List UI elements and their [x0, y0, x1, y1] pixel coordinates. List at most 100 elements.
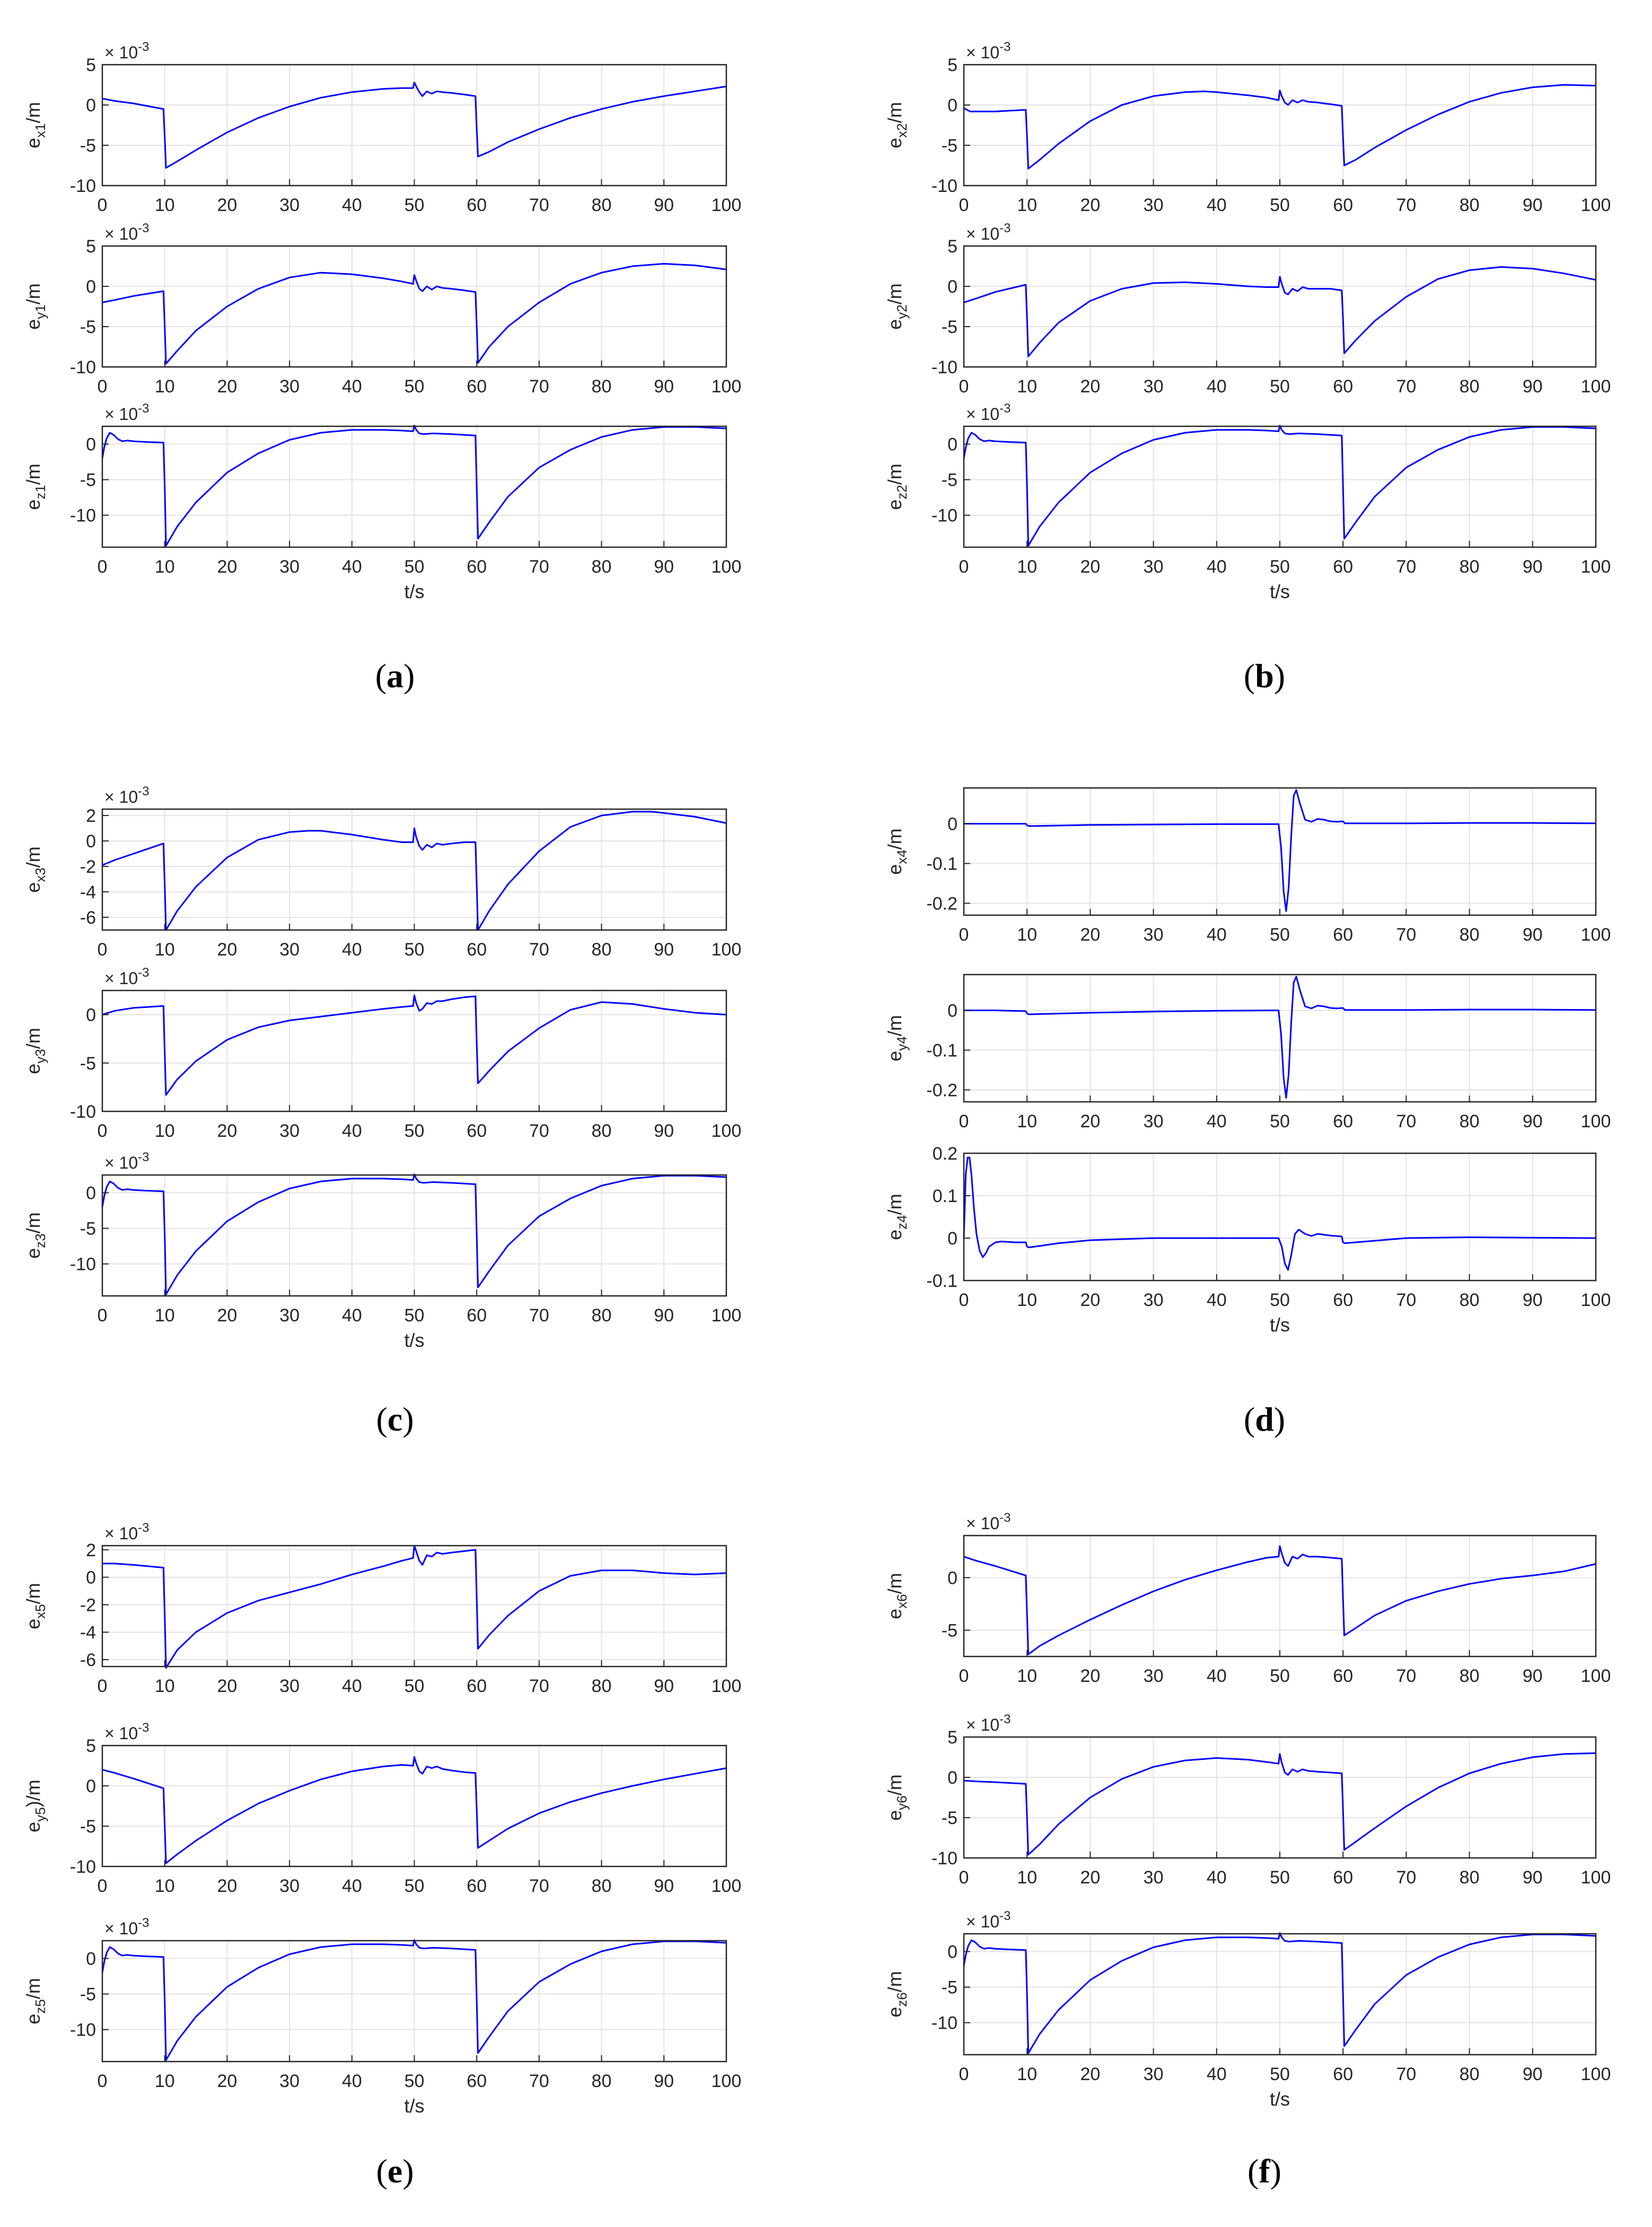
x-tick-label: 10	[155, 1876, 175, 1896]
y-tick-label: 0	[86, 435, 96, 455]
exponent-label: × 10-3	[104, 1521, 150, 1543]
y-tick-label: -6	[80, 908, 96, 928]
x-tick-label: 70	[1396, 2064, 1416, 2084]
subplot-e-1: 0 10 20 30 40 50 60 70 80 90 100 -6 -4 -2 0 2 × 10-3 ex5/…	[22, 1521, 741, 1696]
y-tick-label: -5	[942, 136, 957, 156]
y-tick-label: 0	[947, 1229, 957, 1249]
x-tick-label: 80	[592, 195, 612, 215]
x-tick-label: 70	[529, 940, 549, 960]
caption-a: (a)	[375, 657, 415, 695]
y-axis-label: ez5/m	[22, 1978, 48, 2024]
series-line	[101, 1173, 727, 1295]
series-line	[964, 976, 1596, 1099]
x-tick-label: 60	[467, 376, 487, 397]
y-tick-label: -0.2	[926, 1081, 957, 1101]
x-tick-label: 40	[342, 2071, 362, 2091]
x-tick-label: 50	[1270, 195, 1290, 215]
y-tick-label: 5	[947, 55, 957, 75]
x-tick-label: 10	[1017, 1867, 1037, 1888]
y-tick-label: -10	[70, 2020, 96, 2040]
x-tick-label: 100	[1581, 1290, 1611, 1310]
y-tick-label: -5	[942, 1620, 957, 1641]
exponent-label: × 10-3	[966, 221, 1011, 243]
x-tick-label: 90	[654, 1305, 674, 1326]
x-tick-label: 20	[1080, 2064, 1100, 2084]
y-tick-label: 0	[86, 1183, 96, 1204]
x-tick-label: 70	[529, 1876, 549, 1896]
series-line	[102, 994, 727, 1096]
x-tick-label: 40	[342, 940, 362, 960]
x-tick-label: 10	[1017, 557, 1037, 577]
x-tick-label: 0	[959, 1111, 969, 1132]
x-tick-label: 0	[959, 376, 969, 397]
y-tick-label: 0.2	[933, 1144, 957, 1164]
x-tick-label: 90	[654, 2071, 674, 2091]
x-tick-label: 100	[711, 1676, 742, 1696]
exponent-label: × 10-3	[104, 401, 150, 424]
x-tick-label: 60	[467, 1676, 487, 1696]
exponent-label: × 10-3	[104, 1916, 150, 1938]
y-tick-label: 0.1	[933, 1186, 957, 1206]
y-tick-label: -10	[932, 1848, 957, 1869]
x-tick-label: 50	[405, 940, 425, 960]
x-tick-label: 70	[1396, 557, 1416, 577]
x-tick-label: 30	[279, 2071, 300, 2091]
x-tick-label: 80	[1460, 1867, 1480, 1888]
x-tick-label: 90	[654, 195, 674, 215]
subplot-d-3: 0 10 20 30 40 50 60 70 80 90 100-0.100.10.2ez4/mt/…	[884, 1144, 1611, 1336]
x-tick-label: 80	[592, 1876, 612, 1896]
y-tick-label: -5	[80, 1054, 96, 1074]
y-axis-label: ex2/m	[884, 102, 910, 148]
y-tick-label: -5	[80, 1817, 96, 1837]
x-tick-label: 10	[155, 1676, 175, 1696]
y-axis-label: ey2/m	[884, 283, 910, 330]
y-tick-label: -10	[932, 506, 957, 526]
x-tick-label: 80	[1460, 2064, 1480, 2084]
x-tick-label: 80	[1460, 557, 1480, 577]
x-tick-label: 50	[1270, 1867, 1290, 1888]
x-tick-label: 10	[155, 2071, 175, 2091]
x-tick-label: 50	[1270, 557, 1290, 577]
y-axis-label: ey6/m	[884, 1774, 910, 1821]
y-tick-label: 2	[86, 1540, 96, 1560]
x-tick-label: 20	[217, 940, 237, 960]
subplot-f-3: 0 10 20 30 40 50 60 70 80 90 100 -10 -5 0 × 10-3 ez6/m t…	[884, 1909, 1611, 2110]
x-tick-label: 0	[959, 2064, 969, 2084]
subplot-e-2: 0 10 20 30 40 50 60 70 80 90 100 -10 -5 0 5 × 10-3 ey5)/…	[22, 1721, 741, 1896]
x-tick-label: 70	[529, 2071, 549, 2091]
x-tick-label: 20	[1080, 195, 1100, 215]
y-tick-label: 0	[947, 1768, 957, 1788]
x-tick-label: 30	[1144, 2064, 1164, 2084]
x-tick-label: 90	[1523, 1867, 1543, 1888]
x-tick-label: 30	[279, 1876, 300, 1896]
x-tick-label: 10	[1017, 1290, 1037, 1310]
x-axis-label: t/s	[1270, 1314, 1290, 1336]
series-line	[963, 1156, 1596, 1271]
x-tick-label: 20	[217, 557, 237, 577]
x-tick-label: 40	[342, 1676, 362, 1696]
y-tick-label: -10	[932, 176, 957, 196]
x-tick-label: 60	[1333, 557, 1353, 577]
x-tick-label: 0	[98, 376, 108, 397]
x-tick-label: 100	[1581, 557, 1611, 577]
x-tick-label: 80	[592, 1121, 612, 1141]
subplot-a-1: 0 10 20 30 40 50 60 70 80 90 100 -10 -5 0 5 × 10-3 ex1/m	[22, 40, 741, 215]
x-tick-label: 80	[1460, 1290, 1480, 1310]
x-tick-label: 30	[279, 940, 300, 960]
y-tick-label: 0	[947, 435, 957, 455]
x-tick-label: 80	[592, 2071, 612, 2091]
x-tick-label: 100	[1581, 2064, 1611, 2084]
subplot-b-1: 0 10 20 30 40 50 60 70 80 90 100 -10 -5 0 5 × 10-3 ex2/m	[884, 40, 1611, 215]
x-tick-label: 70	[1396, 376, 1416, 397]
x-tick-label: 20	[1080, 376, 1100, 397]
y-tick-label: 0	[86, 1568, 96, 1588]
x-tick-label: 60	[467, 1121, 487, 1141]
series-line	[963, 1932, 1596, 2054]
y-tick-label: -10	[70, 506, 96, 526]
y-tick-label: 0	[947, 814, 957, 835]
series-line	[102, 1545, 727, 1669]
x-tick-label: 80	[592, 940, 612, 960]
x-tick-label: 0	[98, 2071, 108, 2091]
x-tick-label: 40	[342, 1305, 362, 1326]
